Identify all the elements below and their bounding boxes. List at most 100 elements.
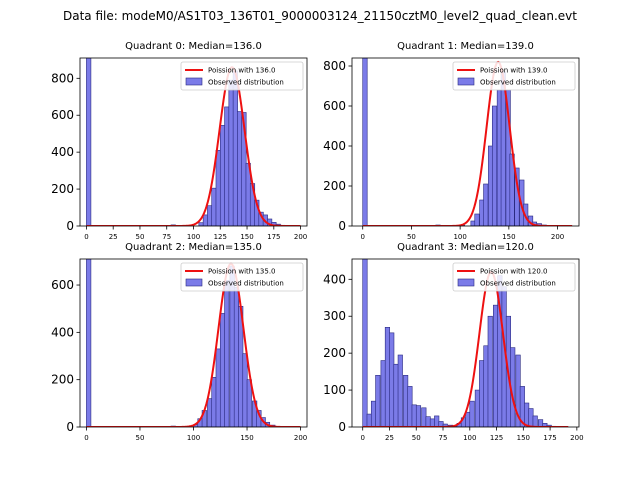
legend-hist-label: Observed distribution: [480, 79, 556, 87]
x-tick-label: 125: [214, 233, 227, 241]
legend-hist-label: Observed distribution: [208, 280, 284, 288]
histogram-bar: [524, 402, 530, 427]
x-tick-label: 100: [187, 434, 200, 442]
histogram-bar: [211, 377, 217, 427]
legend-hist-label: Observed distribution: [480, 280, 556, 288]
legend-hist-swatch: [457, 278, 475, 287]
histogram-bar: [362, 58, 368, 226]
y-tick-label: 800: [323, 59, 346, 73]
quadrant-2-title: Quadrant 2: Median=135.0: [125, 242, 262, 253]
quadrant-2-panel: Quadrant 2: Median=135.0 0 200 400 600 0 50 100…: [51, 242, 308, 442]
histogram-bar: [493, 304, 499, 427]
legend-hist-swatch: [185, 77, 203, 86]
y-tick-label: 200: [51, 373, 74, 387]
y-tick-label: 400: [51, 325, 74, 339]
x-tick-label: 175: [267, 233, 280, 241]
x-tick-label: 150: [240, 434, 253, 442]
y-tick-label: 0: [66, 420, 74, 434]
histogram-bar: [380, 360, 386, 427]
histogram-bar: [246, 379, 252, 427]
quadrant-3-panel: Quadrant 3: Median=120.0 0 100 200 300 400 0 25…: [323, 242, 583, 442]
legend-box: [180, 61, 304, 91]
x-tick-label: 100: [453, 233, 466, 241]
histogram-bar: [237, 111, 243, 226]
legend: Poission with 135.0 Observed distribution: [180, 262, 304, 292]
y-tick-label: 100: [323, 383, 346, 397]
legend-hist-swatch: [457, 77, 475, 86]
y-tick-label: 600: [323, 99, 346, 113]
histogram-bar: [528, 408, 534, 427]
histogram-bar: [215, 348, 221, 427]
legend-hist-label: Observed distribution: [208, 79, 284, 87]
legend-box: [180, 262, 304, 292]
histogram-bar: [207, 205, 213, 226]
x-tick-label: 100: [187, 233, 200, 241]
y-tick-label: 200: [323, 346, 346, 360]
legend-line-label: Poission with 136.0: [208, 67, 276, 75]
y-tick-label: 400: [51, 145, 74, 159]
histogram-bar: [483, 183, 489, 226]
axes-frame: [351, 258, 580, 428]
poisson-curve: [362, 60, 573, 226]
figure-title: Data file: modeM0/AS1T03_136T01_90000031…: [63, 9, 577, 23]
x-tick-label: 75: [439, 434, 448, 442]
y-tick-label: 300: [323, 309, 346, 323]
y-tick-label: 200: [323, 179, 346, 193]
legend-box: [452, 262, 576, 292]
x-tick-label: 175: [543, 434, 556, 442]
histogram-bar: [224, 279, 230, 427]
y-tick-label: 600: [51, 278, 74, 292]
histogram-bar: [483, 345, 489, 427]
y-tick-label: 200: [51, 182, 74, 196]
x-tick-label: 200: [551, 233, 564, 241]
x-tick-label: 50: [136, 233, 145, 241]
x-tick-label: 0: [84, 233, 88, 241]
histogram-bar: [86, 58, 92, 226]
quadrant-0-title: Quadrant 0: Median=136.0: [125, 41, 262, 52]
x-tick-label: 25: [109, 233, 118, 241]
histogram-bar: [397, 354, 403, 427]
histogram-bar: [538, 419, 544, 427]
histogram-bar: [389, 332, 395, 427]
axes-frame: [351, 57, 580, 227]
histogram-bar: [469, 400, 475, 427]
histogram-bar: [198, 222, 204, 226]
histogram-bar: [242, 353, 248, 427]
y-tick-label: 0: [66, 219, 74, 233]
quadrant-0-panel: Quadrant 0: Median=136.0 0 200 400 600 800 0 25…: [51, 41, 308, 241]
poisson-curve: [86, 66, 301, 226]
x-tick-label: 150: [517, 434, 530, 442]
y-tick-label: 0: [338, 420, 346, 434]
y-tick-label: 0: [338, 219, 346, 233]
legend-line-label: Poission with 120.0: [480, 268, 548, 276]
legend: Poission with 139.0 Observed distribution: [452, 61, 576, 91]
x-tick-label: 50: [136, 434, 145, 442]
legend-box: [452, 61, 576, 91]
histogram-bar: [479, 360, 485, 427]
x-tick-label: 0: [360, 233, 364, 241]
histogram-bar: [434, 415, 440, 427]
x-tick-label: 50: [407, 233, 416, 241]
y-tick-label: 800: [51, 71, 74, 85]
histogram-bar: [425, 416, 431, 427]
x-tick-label: 0: [84, 434, 88, 442]
quadrant-1-panel: Quadrant 1: Median=139.0 0 200 400 600 800 0 50…: [323, 41, 580, 241]
x-tick-label: 0: [360, 434, 364, 442]
histogram-bar: [219, 125, 226, 226]
y-tick-label: 400: [323, 272, 346, 286]
histogram-bar: [228, 79, 234, 226]
histogram-bar: [474, 213, 480, 226]
y-tick-label: 400: [323, 139, 346, 153]
histogram: [362, 259, 556, 427]
x-tick-label: 75: [162, 233, 171, 241]
histogram-bar: [370, 400, 377, 427]
x-tick-label: 200: [294, 434, 307, 442]
histogram-bar: [219, 313, 226, 427]
x-tick-label: 200: [570, 434, 583, 442]
histogram-bar: [491, 105, 498, 226]
histogram-bar: [233, 287, 239, 427]
histogram-bar: [487, 315, 493, 427]
histogram-bar: [474, 389, 480, 427]
legend: Poission with 120.0 Observed distribution: [452, 262, 576, 292]
histogram-bar: [207, 398, 213, 427]
